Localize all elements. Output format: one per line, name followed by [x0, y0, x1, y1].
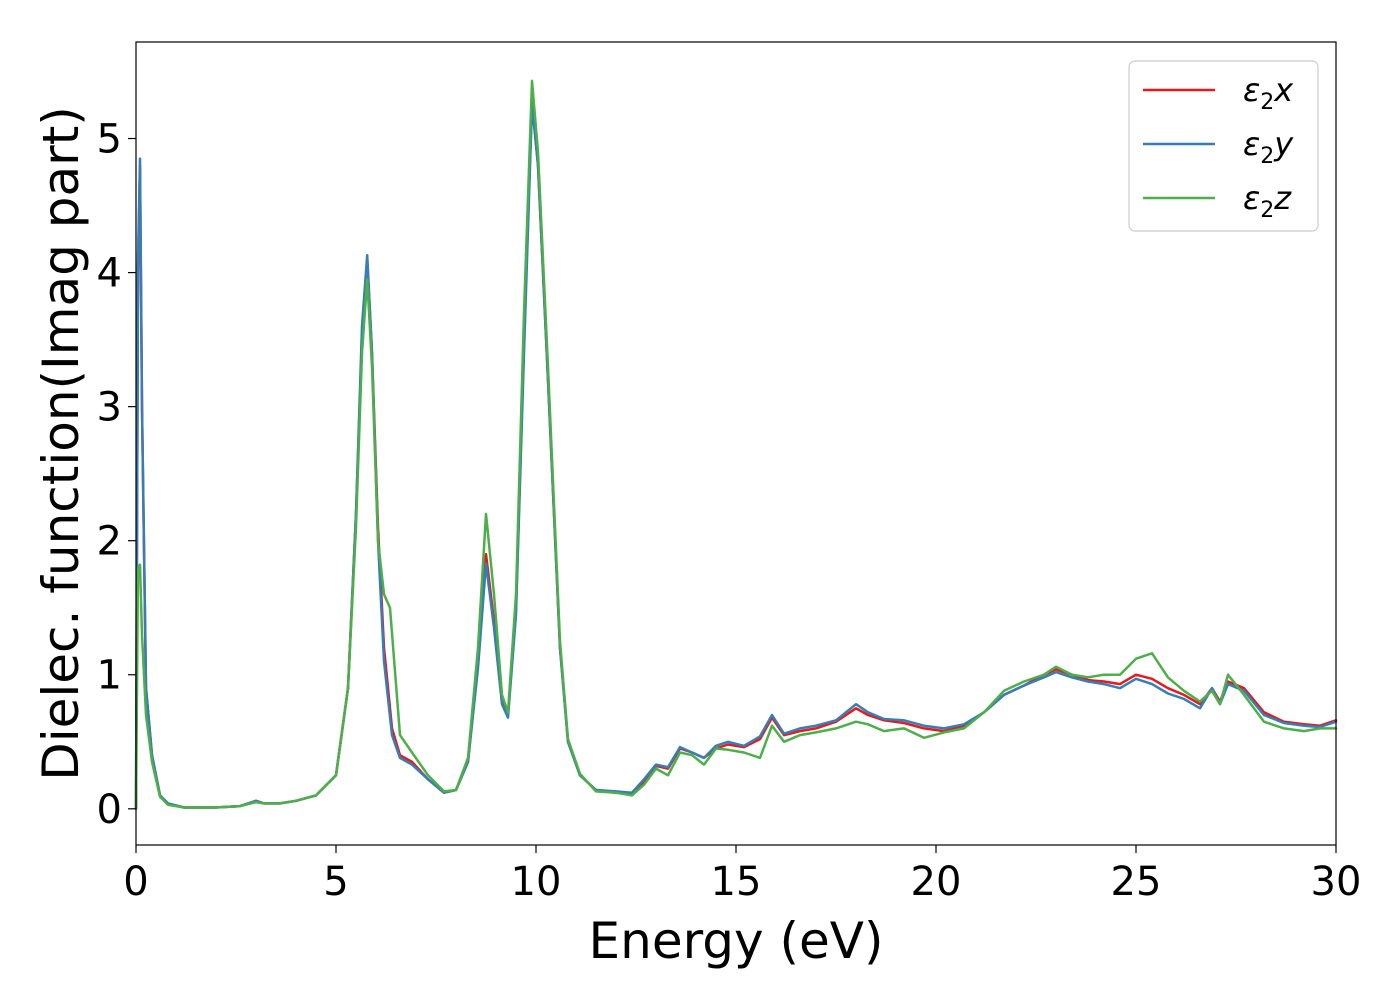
legend-label-subscript: 2 [1260, 144, 1274, 169]
legend-label-symbol: ε [1243, 125, 1260, 163]
x-tick-label: 15 [711, 859, 762, 905]
y-axis-label: Dielec. function(Imag part) [32, 106, 90, 781]
legend-label-subscript: 2 [1260, 90, 1274, 115]
x-tick-label: 30 [1311, 859, 1362, 905]
y-tick-label: 5 [97, 117, 122, 163]
series-line-z [134, 79, 1338, 811]
legend-label-subscript: 2 [1260, 198, 1274, 223]
legend-label-symbol: ε [1243, 71, 1260, 109]
legend-label-symbol: ε [1243, 179, 1260, 217]
legend-label-component: z [1273, 179, 1292, 217]
x-tick-label: 0 [123, 859, 148, 905]
legend-label: ε2x [1243, 71, 1294, 115]
legend-label: ε2y [1243, 125, 1294, 169]
legend-label-component: y [1273, 125, 1294, 163]
x-tick-label: 25 [1111, 859, 1162, 905]
y-tick-label: 3 [97, 385, 122, 431]
y-tick-label: 1 [97, 653, 122, 699]
legend-box [1128, 60, 1319, 232]
y-axis: 0 1 2 3 4 5 [97, 117, 136, 833]
x-tick-label: 5 [323, 859, 348, 905]
series-layer [134, 79, 1338, 811]
x-tick-label: 10 [511, 859, 562, 905]
y-tick-label: 4 [97, 251, 122, 297]
legend-label-component: x [1273, 71, 1294, 109]
legend-label: ε2z [1243, 179, 1292, 223]
x-tick-label: 20 [911, 859, 962, 905]
x-axis: 0 5 10 15 20 25 30 [123, 845, 1361, 905]
y-tick-label: 2 [97, 519, 122, 565]
x-axis-label: Energy (eV) [589, 912, 884, 970]
y-tick-label: 0 [97, 787, 122, 833]
